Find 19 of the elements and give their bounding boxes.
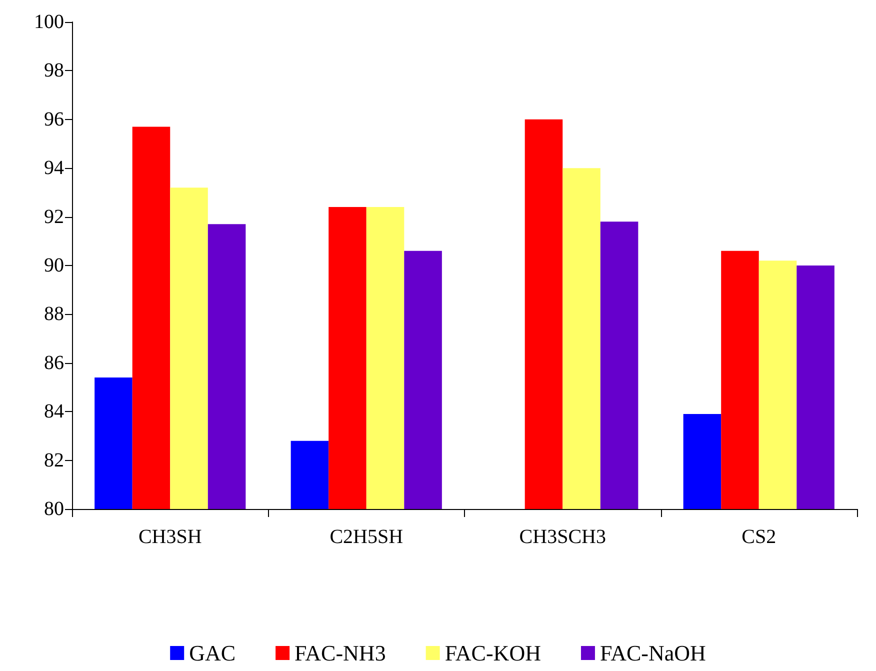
legend-label: GAC [189,640,236,666]
y-tick-label: 88 [44,303,64,326]
y-tick-label: 94 [44,157,64,180]
y-tick-label: 100 [34,11,64,33]
x-tick-label: C2H5SH [330,526,404,548]
y-tick-label: 98 [44,60,64,82]
y-tick-label: 90 [44,254,64,276]
y-tick-label: 86 [44,352,64,374]
legend-label: FAC-NaOH [600,640,706,666]
y-tick-label: 92 [44,206,64,228]
y-tick-label: 84 [44,400,64,423]
x-tick-label: CS2 [742,526,776,548]
y-tick-label: 80 [44,498,64,520]
y-tick-label: 96 [44,108,64,130]
x-tick-label: CH3SH [138,526,202,548]
legend-label: FAC-NH3 [294,640,386,666]
legend-label: FAC-KOH [444,640,542,666]
x-tick-label: CH3SCH3 [519,526,606,548]
y-tick-label: 82 [44,449,64,472]
